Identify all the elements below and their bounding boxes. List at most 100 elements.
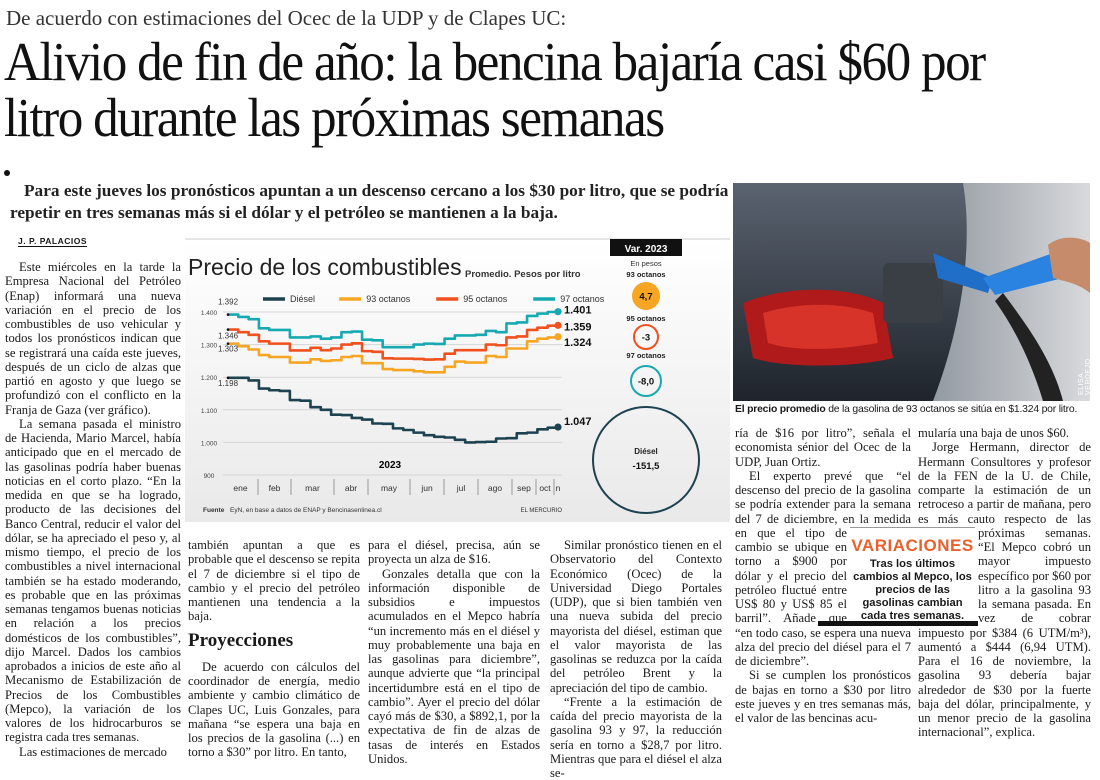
chart-brand: EL MERCURIO — [521, 508, 563, 514]
photo-caption: El precio promedio de la gasolina de 93 … — [735, 404, 1077, 415]
y-tick-label: 1.200 — [201, 375, 218, 382]
variation-circle — [592, 406, 700, 514]
x-tick-label: feb — [269, 483, 281, 493]
x-tick-label: n — [556, 483, 561, 493]
paragraph: De acuerdo con cálculos del coordinador … — [188, 659, 360, 760]
source-text: EyN, en base a datos de ENAP y Bencinase… — [230, 507, 382, 514]
variation-label: 93 octanos — [626, 270, 665, 279]
series-line-93-octanos — [228, 336, 560, 374]
y-tick-label: 1.400 — [201, 310, 218, 317]
series-start-label: 1.346 — [218, 332, 239, 341]
chart-subtitle: Promedio. Pesos por litro — [465, 269, 581, 280]
x-tick-label: may — [381, 483, 398, 493]
x-tick-label: oct — [539, 483, 551, 493]
variation-value: -3 — [642, 333, 650, 344]
series-start-label: 1.198 — [218, 379, 239, 388]
variation-label: 95 octanos — [626, 314, 665, 323]
paragraph: Este miércoles en la tarde la Empresa Na… — [5, 260, 181, 417]
x-tick-label: abr — [345, 483, 357, 493]
legend-label: Diésel — [290, 294, 315, 304]
variation-label: 97 octanos — [626, 351, 665, 360]
series-start-point — [226, 328, 230, 331]
series-end-point — [554, 333, 562, 341]
sidebar-title: VARIACIONES — [851, 536, 974, 555]
paragraph: El experto prevé que “el descenso del pr… — [735, 468, 911, 668]
caption-text: de la gasolina de 93 octanos se sitúa en… — [825, 404, 1078, 415]
sidebar-text: Tras los últimos cambios al Mepco, los p… — [853, 558, 972, 622]
article-column-1: Este miércoles en la tarde la Empresa Na… — [5, 260, 181, 759]
variation-unit: En pesos — [630, 259, 662, 268]
series-end-label: 1.401 — [564, 305, 592, 317]
variation-circle — [632, 282, 660, 310]
variation-value: -151,5 — [633, 461, 661, 472]
photo-fuel-pump — [733, 183, 1090, 401]
chart-grid: 1.400 1.300 1.200 1.100 1.000 900 — [201, 310, 562, 480]
byline: J. P. PALACIOS — [18, 236, 88, 247]
chart-title: Precio de los combustibles — [188, 254, 462, 280]
paragraph: Gonzales detalla que con la información … — [368, 566, 540, 766]
x-tick-label: jul — [456, 483, 466, 493]
paragraph: La semana pasada el ministro de Hacienda… — [5, 416, 181, 745]
article-column-2: también apuntan a que es probable que el… — [188, 538, 360, 760]
x-tick-label: sep — [517, 483, 531, 493]
x-tick-label: jun — [420, 483, 433, 493]
series-start-label: 1.392 — [218, 298, 239, 307]
y-tick-label: 1.300 — [201, 343, 218, 350]
y-tick-label: 1.000 — [201, 440, 218, 447]
legend-label: 97 octanos — [560, 294, 605, 304]
paragraph: Si se cumplen los pronósticos de bajas e… — [735, 668, 911, 725]
series-end-point — [554, 308, 562, 316]
paragraph: Las estimaciones de mercado — [19, 744, 167, 759]
paragraph: “Frente a la estimación de caída del pre… — [550, 694, 722, 780]
paragraph: también apuntan a que es probable que el… — [188, 538, 360, 624]
variation-circle — [633, 324, 659, 350]
article-column-3: para el diésel, precisa, aún se proyecta… — [368, 538, 540, 766]
x-tick-label: ene — [233, 483, 247, 493]
subheading: Proyecciones — [188, 629, 294, 651]
variation-value: -8,0 — [638, 377, 654, 388]
series-start-point — [226, 313, 230, 316]
photo-credit: ELISA VERDEJO — [1078, 358, 1092, 395]
deck: Para este jueves los pronósticos apuntan… — [10, 181, 729, 222]
article-column-4: Similar pronóstico tienen en el Observat… — [550, 538, 722, 780]
variation-value: 4,7 — [639, 292, 652, 303]
series-line-95-octanos — [228, 324, 560, 361]
variation-circle — [630, 365, 662, 397]
variation-title-box — [610, 239, 682, 256]
series-start-point — [226, 376, 230, 380]
source-label: Fuente — [203, 507, 225, 514]
series-end-label: 1.324 — [564, 337, 592, 349]
bullet-icon — [4, 170, 10, 176]
headline: Alivio de fin de año: la bencina bajaría… — [4, 31, 986, 148]
paragraph: para el diésel, precisa, aún se proyecta… — [368, 538, 540, 567]
chart-legend: Diésel 93 octanos 95 octanos 97 octanos — [263, 294, 605, 304]
paragraph: ría de $16 por litro”, señala el economi… — [735, 426, 911, 469]
series-end-label: 1.359 — [564, 321, 592, 333]
x-tick-label: mar — [305, 483, 320, 493]
sidebar-variaciones: VARIACIONES Tras los últimos cambios al … — [818, 527, 978, 626]
paragraph: mularía una baja de unos $60. — [918, 426, 1070, 440]
series-end-point — [554, 321, 562, 329]
chart-x-axis: ene feb mar abr may jun jul ago sep oct n — [233, 479, 561, 495]
caption-bold: El precio promedio — [735, 404, 826, 415]
legend-label: 93 octanos — [366, 294, 411, 304]
divider — [818, 621, 978, 626]
legend-label: 95 octanos — [463, 294, 508, 304]
series-line-diésel — [228, 376, 560, 444]
variation-label: Diésel — [634, 447, 658, 456]
chart-lines: 1.047 1.198 1.324 1.303 1.359 1.346 1.401 1.392 — [218, 298, 592, 444]
paragraph: Jorge Hermann, director de Hermann Consu… — [918, 440, 1091, 740]
kicker: De acuerdo con estimaciones del Ocec de … — [6, 6, 567, 30]
series-end-label: 1.047 — [564, 416, 592, 428]
variation-title: Var. 2023 — [625, 244, 668, 255]
x-tick-label: ago — [488, 483, 502, 493]
y-tick-label: 1.100 — [201, 408, 218, 415]
series-start-point — [226, 342, 230, 345]
series-line-97-octanos — [228, 310, 560, 349]
fuel-price-chart: Precio de los combustibles Promedio. Pes… — [185, 238, 730, 522]
paragraph: Similar pronóstico tienen en el Observat… — [550, 538, 722, 695]
article-column-6: mularía una baja de unos $60. Jorge Herm… — [918, 426, 1091, 740]
series-end-point — [554, 423, 562, 431]
article-column-5: ría de $16 por litro”, señala el economi… — [735, 426, 911, 725]
chart-xlabel: 2023 — [379, 460, 402, 471]
